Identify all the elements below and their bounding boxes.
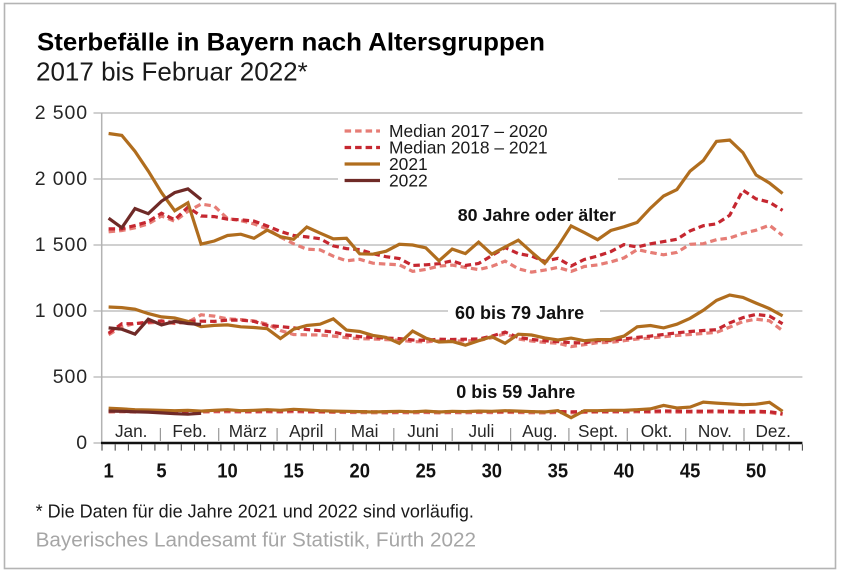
- svg-text:2022: 2022: [389, 171, 428, 191]
- svg-text:500: 500: [53, 366, 88, 388]
- svg-text:50: 50: [746, 461, 766, 483]
- svg-text:2017 bis Februar 2022*: 2017 bis Februar 2022*: [36, 57, 308, 87]
- svg-text:Sterbefälle in Bayern nach Alt: Sterbefälle in Bayern nach Altersgruppen: [37, 29, 545, 57]
- svg-text:10: 10: [217, 461, 237, 483]
- svg-text:15: 15: [283, 461, 304, 483]
- svg-text:60 bis 79 Jahre: 60 bis 79 Jahre: [455, 303, 584, 323]
- svg-text:Jan.: Jan.: [115, 421, 148, 441]
- svg-text:Bayerisches Landesamt für Stat: Bayerisches Landesamt für Statistik, Für…: [36, 529, 476, 552]
- svg-text:2 500: 2 500: [35, 102, 88, 124]
- svg-text:2 000: 2 000: [35, 168, 88, 190]
- svg-text:Mai: Mai: [351, 421, 379, 441]
- svg-text:Median 2017 – 2020: Median 2017 – 2020: [389, 121, 548, 141]
- svg-text:Juni: Juni: [407, 421, 439, 441]
- svg-text:5: 5: [156, 461, 167, 483]
- svg-text:45: 45: [680, 461, 701, 483]
- svg-text:1: 1: [103, 461, 114, 483]
- svg-text:Sept.: Sept.: [578, 421, 618, 441]
- svg-text:Okt.: Okt.: [641, 421, 673, 441]
- svg-text:Feb.: Feb.: [172, 421, 206, 441]
- svg-text:1 000: 1 000: [35, 300, 88, 322]
- svg-text:April: April: [289, 421, 323, 441]
- svg-text:40: 40: [614, 461, 634, 483]
- svg-text:* Die Daten für die Jahre 2021: * Die Daten für die Jahre 2021 und 2022 …: [36, 501, 474, 521]
- svg-text:0: 0: [76, 432, 88, 454]
- svg-text:2021: 2021: [389, 154, 428, 174]
- svg-text:35: 35: [548, 461, 569, 483]
- svg-text:Median 2018 – 2021: Median 2018 – 2021: [389, 138, 548, 158]
- svg-text:März: März: [229, 421, 267, 441]
- svg-text:20: 20: [349, 461, 369, 483]
- svg-text:80 Jahre oder älter: 80 Jahre oder älter: [458, 205, 616, 225]
- svg-text:Nov.: Nov.: [698, 421, 732, 441]
- svg-text:30: 30: [482, 461, 502, 483]
- svg-text:Juli: Juli: [469, 421, 495, 441]
- svg-text:Aug.: Aug.: [522, 421, 557, 441]
- svg-text:Dez.: Dez.: [756, 421, 791, 441]
- svg-text:25: 25: [416, 461, 437, 483]
- svg-text:1 500: 1 500: [35, 234, 88, 256]
- svg-text:0 bis 59 Jahre: 0 bis 59 Jahre: [456, 382, 575, 402]
